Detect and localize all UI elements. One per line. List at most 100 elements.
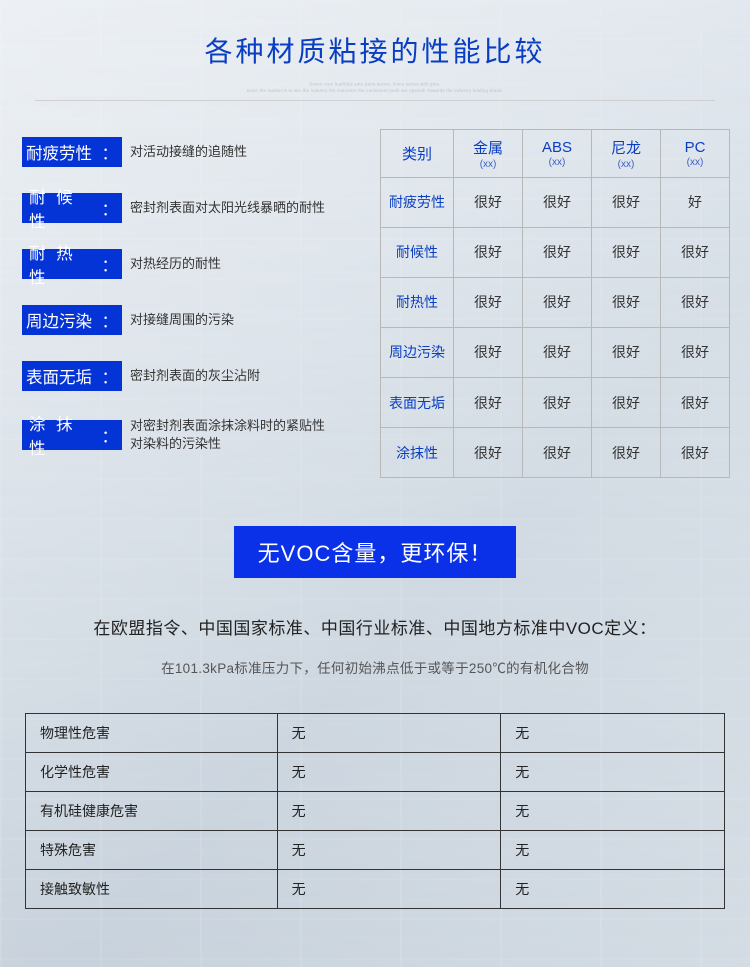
hazard-value: 无 xyxy=(277,714,501,753)
hazard-value: 无 xyxy=(501,831,725,870)
hazard-name: 物理性危害 xyxy=(26,714,278,753)
colon: ： xyxy=(102,196,119,220)
definition-label-text: 耐疲劳性 xyxy=(26,140,92,164)
mid-section: 耐疲劳性 ： 对活动接缝的追随性耐 候 性： 密封剂表面对太阳光线暴晒的耐性耐 热 性… xyxy=(0,109,750,478)
definition-label-text: 涂 抹 性 xyxy=(29,411,102,459)
colon: ： xyxy=(102,423,119,447)
table-cell: 很好 xyxy=(454,177,523,227)
table-row: 耐候性很好很好很好很好 xyxy=(381,227,730,277)
table-cell: 很好 xyxy=(592,327,661,377)
colon: ： xyxy=(102,140,119,164)
table-row-header: 耐候性 xyxy=(381,227,454,277)
definition-label-text: 表面无垢 xyxy=(26,364,92,388)
definition-label: 周边污染： xyxy=(22,305,122,335)
hazard-name: 化学性危害 xyxy=(26,753,278,792)
col-sub: (xx) xyxy=(663,157,727,168)
hazard-value: 无 xyxy=(501,792,725,831)
table-cell: 很好 xyxy=(660,327,729,377)
hazard-value: 无 xyxy=(277,831,501,870)
hazard-name: 有机硅健康危害 xyxy=(26,792,278,831)
table-cell: 很好 xyxy=(454,428,523,478)
voc-definition-body: 在101.3kPa标准压力下，任何初始沸点低于或等于250℃的有机化合物 xyxy=(0,657,750,677)
colon: ： xyxy=(102,252,119,276)
table-row-header: 耐热性 xyxy=(381,277,454,327)
table-cell: 很好 xyxy=(592,177,661,227)
definition-desc: 对接缝周围的污染 xyxy=(130,311,234,329)
definition-label: 涂 抹 性： xyxy=(22,420,122,450)
table-cell: 很好 xyxy=(523,227,592,277)
table-cell: 很好 xyxy=(660,227,729,277)
table-cell: 很好 xyxy=(454,277,523,327)
table-row: 有机硅健康危害无无 xyxy=(26,792,725,831)
definition-label: 耐疲劳性 ： xyxy=(22,137,122,167)
table-cell: 很好 xyxy=(660,428,729,478)
definition-row: 耐 候 性： 密封剂表面对太阳光线暴晒的耐性 xyxy=(22,193,362,223)
table-cell: 很好 xyxy=(592,428,661,478)
subtitle-line2: since the market is to win the industry … xyxy=(247,89,503,94)
colon: ： xyxy=(102,308,119,332)
performance-table: 类别金属(xx)ABS(xx)尼龙(xx)PC(xx)耐疲劳性很好很好很好好耐候… xyxy=(380,129,730,478)
definition-row: 耐 热 性：对热经历的耐性 xyxy=(22,249,362,279)
subtitle-line1: Seven core leadS&d auto parts series, ho… xyxy=(309,82,440,87)
table-row: 特殊危害无无 xyxy=(26,831,725,870)
table-row: 表面无垢很好很好很好很好 xyxy=(381,377,730,427)
definition-row: 表面无垢： 密封剂表面的灰尘沾附 xyxy=(22,361,362,391)
hazard-value: 无 xyxy=(277,870,501,909)
hazard-value: 无 xyxy=(277,792,501,831)
table-header-col: 尼龙 (xx) xyxy=(592,130,661,178)
divider xyxy=(35,100,715,101)
hazard-value: 无 xyxy=(501,753,725,792)
definition-desc: 对密封剂表面涂抹涂料时的紧贴性对染料的污染性 xyxy=(130,417,325,452)
table-cell: 很好 xyxy=(660,277,729,327)
definition-row: 涂 抹 性： 对密封剂表面涂抹涂料时的紧贴性对染料的污染性 xyxy=(22,417,362,452)
table-row: 化学性危害无无 xyxy=(26,753,725,792)
table-cell: 很好 xyxy=(523,277,592,327)
hazard-value: 无 xyxy=(277,753,501,792)
table-cell: 很好 xyxy=(592,377,661,427)
table-cell: 很好 xyxy=(523,377,592,427)
col-name: ABS xyxy=(542,139,572,156)
col-sub: (xx) xyxy=(456,159,520,170)
definition-desc: 密封剂表面的灰尘沾附 xyxy=(130,367,260,385)
col-name: 尼龙 xyxy=(611,140,641,157)
col-name: PC xyxy=(685,139,706,156)
subtitle-english: Seven core leadS&d auto parts series, ho… xyxy=(56,81,694,95)
col-sub: (xx) xyxy=(525,157,589,168)
title-area: 各种材质粘接的性能比较 Seven core leadS&d auto part… xyxy=(0,0,750,109)
table-header-col: ABS(xx) xyxy=(523,130,592,178)
voc-banner: 无VOC含量，更环保！ xyxy=(234,526,517,578)
table-cell: 很好 xyxy=(523,327,592,377)
table-row-header: 涂抹性 xyxy=(381,428,454,478)
definition-desc: 对活动接缝的追随性 xyxy=(130,143,247,161)
table-cell: 很好 xyxy=(592,227,661,277)
definition-row: 周边污染： 对接缝周围的污染 xyxy=(22,305,362,335)
table-row-header: 表面无垢 xyxy=(381,377,454,427)
table-header-category: 类别 xyxy=(381,130,454,178)
table-cell: 很好 xyxy=(454,377,523,427)
hazard-table: 物理性危害无无化学性危害无无有机硅健康危害无无特殊危害无无接触致敏性无无 xyxy=(25,713,725,909)
definition-row: 耐疲劳性 ： 对活动接缝的追随性 xyxy=(22,137,362,167)
table-cell: 很好 xyxy=(592,277,661,327)
table-header-col: 金属 (xx) xyxy=(454,130,523,178)
table-cell: 很好 xyxy=(454,227,523,277)
definition-label: 耐 热 性： xyxy=(22,249,122,279)
table-cell: 很好 xyxy=(523,428,592,478)
table-cell: 很好 xyxy=(454,327,523,377)
table-row-header: 周边污染 xyxy=(381,327,454,377)
definition-label-text: 耐 热 性 xyxy=(29,240,102,288)
product-spec-page: 各种材质粘接的性能比较 Seven core leadS&d auto part… xyxy=(0,0,750,967)
col-sub: (xx) xyxy=(594,159,658,170)
table-row: 周边污染很好很好很好很好 xyxy=(381,327,730,377)
page-title: 各种材质粘接的性能比较 xyxy=(0,30,750,70)
definition-label: 耐 候 性： xyxy=(22,193,122,223)
definition-label: 表面无垢： xyxy=(22,361,122,391)
table-row: 耐热性很好很好很好很好 xyxy=(381,277,730,327)
table-row: 物理性危害无无 xyxy=(26,714,725,753)
table-row: 接触致敏性无无 xyxy=(26,870,725,909)
definition-desc: 密封剂表面对太阳光线暴晒的耐性 xyxy=(130,199,325,217)
definition-list: 耐疲劳性 ： 对活动接缝的追随性耐 候 性： 密封剂表面对太阳光线暴晒的耐性耐 热 性… xyxy=(22,129,362,478)
table-cell: 好 xyxy=(660,177,729,227)
hazard-value: 无 xyxy=(501,870,725,909)
col-name: 金属 xyxy=(473,140,503,157)
voc-definition-title: 在欧盟指令、中国国家标准、中国行业标准、中国地方标准中VOC定义： xyxy=(0,614,750,639)
